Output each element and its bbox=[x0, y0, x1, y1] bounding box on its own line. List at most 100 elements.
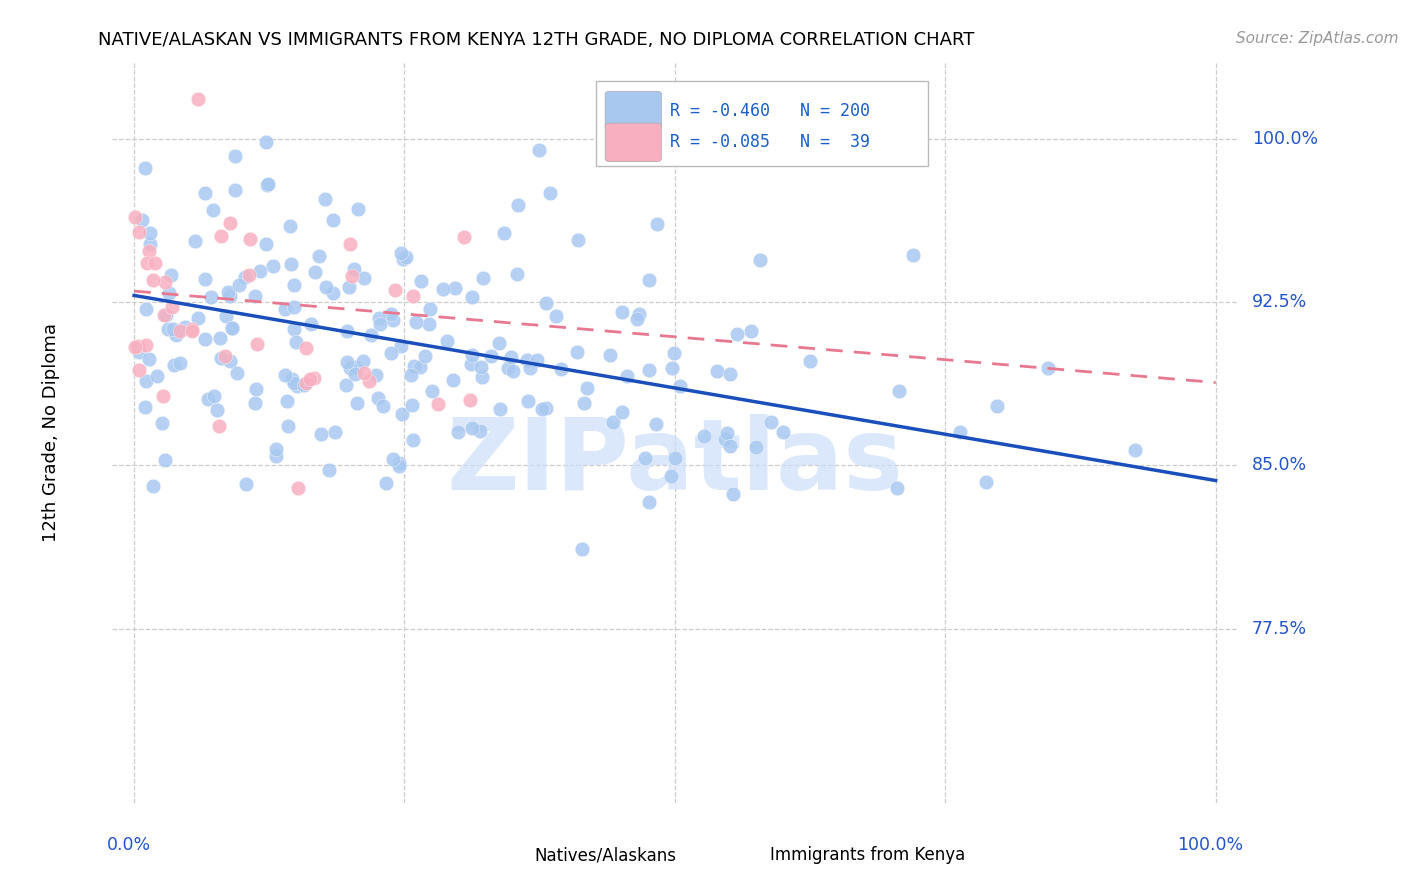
Point bbox=[367, 391, 389, 405]
Point bbox=[184, 234, 207, 248]
Point bbox=[221, 321, 243, 335]
Text: 92.5%: 92.5% bbox=[1251, 293, 1308, 311]
Point bbox=[150, 417, 173, 431]
Point bbox=[516, 352, 538, 367]
Point bbox=[399, 368, 422, 382]
Point bbox=[530, 402, 553, 417]
Point bbox=[128, 226, 150, 240]
Point bbox=[280, 372, 302, 386]
Point bbox=[471, 369, 494, 384]
Point bbox=[209, 331, 232, 345]
Point bbox=[187, 310, 209, 325]
Point bbox=[901, 248, 924, 262]
Point bbox=[436, 334, 458, 348]
Text: 12th Grade, No Diploma: 12th Grade, No Diploma bbox=[42, 323, 59, 542]
Point bbox=[153, 453, 176, 467]
Point bbox=[637, 272, 659, 286]
Point bbox=[536, 401, 558, 416]
Point bbox=[692, 429, 714, 443]
Point bbox=[380, 346, 402, 360]
Point bbox=[163, 359, 186, 373]
Point bbox=[387, 458, 409, 473]
Point bbox=[886, 481, 908, 495]
Point bbox=[986, 399, 1008, 413]
Point bbox=[567, 233, 589, 247]
Point bbox=[339, 361, 361, 376]
Point bbox=[285, 334, 308, 349]
Point bbox=[335, 355, 357, 369]
Point bbox=[353, 270, 375, 285]
Point bbox=[218, 289, 240, 303]
Point bbox=[274, 301, 297, 316]
Point bbox=[299, 317, 322, 331]
Point bbox=[298, 372, 321, 386]
Point bbox=[488, 335, 510, 350]
Point bbox=[246, 337, 269, 351]
Text: NATIVE/ALASKAN VS IMMIGRANTS FROM KENYA 12TH GRADE, NO DIPLOMA CORRELATION CHART: NATIVE/ALASKAN VS IMMIGRANTS FROM KENYA … bbox=[98, 31, 974, 49]
Point bbox=[1036, 360, 1059, 375]
Point bbox=[529, 143, 551, 157]
Point bbox=[444, 281, 467, 295]
Point bbox=[249, 264, 271, 278]
Point bbox=[153, 276, 176, 290]
Point bbox=[761, 415, 783, 429]
Point bbox=[352, 353, 374, 368]
Point bbox=[371, 399, 394, 413]
Point bbox=[135, 256, 157, 270]
Point bbox=[627, 308, 650, 322]
Point bbox=[974, 475, 997, 489]
Point bbox=[215, 309, 238, 323]
Point bbox=[308, 249, 330, 263]
Point bbox=[799, 354, 821, 368]
Point bbox=[174, 319, 197, 334]
Point bbox=[302, 371, 325, 385]
Point bbox=[572, 396, 595, 410]
Point bbox=[360, 328, 382, 343]
Point bbox=[322, 286, 344, 301]
Point bbox=[340, 268, 363, 283]
Point bbox=[506, 268, 529, 282]
Point bbox=[295, 341, 318, 355]
Point bbox=[346, 395, 368, 409]
Point bbox=[772, 425, 794, 439]
Point bbox=[706, 364, 728, 378]
Point bbox=[238, 268, 260, 282]
Point bbox=[283, 278, 305, 293]
Point bbox=[124, 340, 146, 354]
Point bbox=[335, 377, 357, 392]
Point bbox=[224, 149, 246, 163]
Point bbox=[392, 252, 415, 266]
Point bbox=[426, 397, 449, 411]
Point bbox=[740, 324, 762, 338]
Point bbox=[492, 226, 515, 240]
Point bbox=[718, 367, 741, 381]
Point bbox=[157, 285, 180, 300]
Point bbox=[526, 352, 548, 367]
Point bbox=[277, 419, 299, 434]
Point bbox=[127, 339, 149, 353]
Point bbox=[567, 345, 589, 359]
Point bbox=[470, 359, 492, 374]
Point bbox=[209, 351, 232, 365]
Point bbox=[139, 236, 162, 251]
Point bbox=[124, 211, 146, 225]
Point bbox=[949, 425, 972, 440]
Text: Immigrants from Kenya: Immigrants from Kenya bbox=[770, 847, 966, 864]
Point bbox=[402, 289, 425, 303]
Point bbox=[506, 198, 529, 212]
Text: Source: ZipAtlas.com: Source: ZipAtlas.com bbox=[1236, 31, 1399, 46]
Point bbox=[461, 290, 484, 304]
Point bbox=[217, 285, 239, 300]
Point bbox=[278, 219, 301, 233]
Point bbox=[157, 321, 180, 335]
Point bbox=[143, 256, 166, 270]
Text: 85.0%: 85.0% bbox=[1251, 457, 1308, 475]
Point bbox=[219, 353, 242, 368]
Point bbox=[194, 186, 217, 200]
Point bbox=[418, 317, 440, 331]
Point bbox=[716, 425, 738, 440]
Point bbox=[471, 271, 494, 285]
Point bbox=[134, 401, 156, 415]
Point bbox=[257, 178, 280, 192]
Point bbox=[283, 376, 305, 390]
